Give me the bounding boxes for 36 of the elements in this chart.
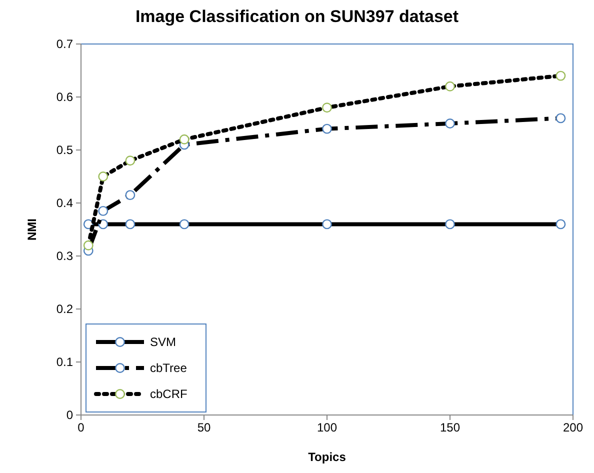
point [125,156,136,166]
point [322,102,332,113]
legend-label: cbCRF [150,387,188,401]
y-axis-title: NMI [25,218,39,240]
y-tick-label: 0 [66,408,74,422]
point [556,70,566,81]
y-tick-label: 0.6 [56,90,74,104]
point [98,206,108,216]
point [556,113,566,124]
point [556,219,566,230]
x-tick-label: 100 [316,420,338,435]
chart-title: Image Classification on SUN397 dataset [135,7,459,26]
point [98,172,108,182]
y-tick-label: 0.4 [56,196,74,210]
x-tick-label: 200 [562,420,584,435]
point [179,219,190,230]
y-tick-label: 0.7 [56,36,74,51]
point [322,219,332,230]
legend-label: cbTree [150,361,188,375]
point [125,219,136,230]
point [445,81,455,92]
y-tick-label: 0.1 [56,354,74,369]
y-tick-label: 0.2 [56,302,74,316]
point [179,134,190,144]
x-tick-label: 0 [78,420,85,435]
x-tick-label: 150 [440,420,460,435]
point [445,118,455,128]
point [125,190,136,200]
x-tick-label: 50 [197,420,211,435]
legend-label: SVM [150,335,176,349]
point [445,219,455,230]
point [322,124,332,134]
point [83,240,94,250]
y-tick-label: 0.3 [56,248,74,263]
x-axis-title: Topics [308,450,346,464]
y-tick-label: 0.5 [56,142,74,157]
